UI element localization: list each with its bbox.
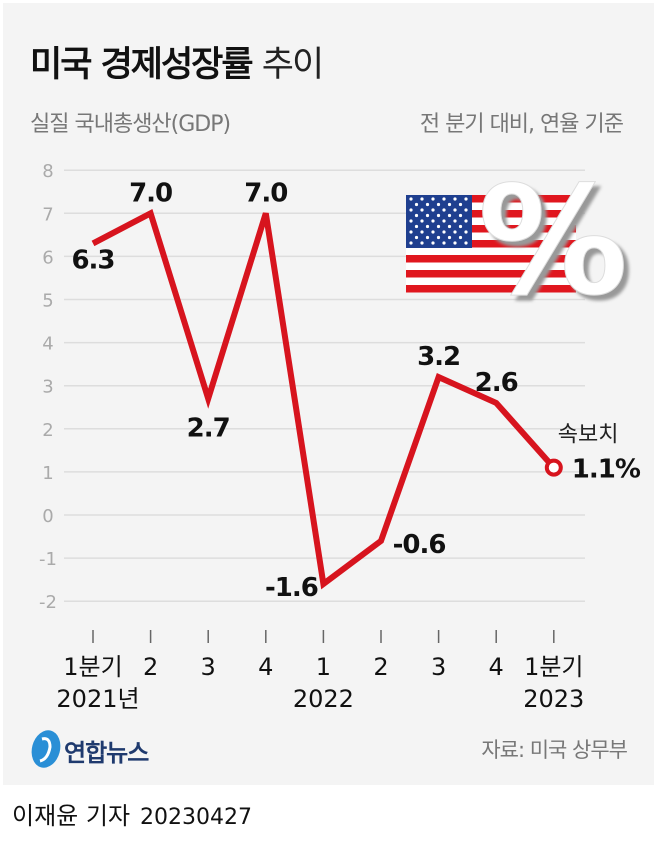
y-tick-label: 0 <box>42 506 53 527</box>
subtitle-left: 실질 국내총생산(GDP) <box>30 112 231 137</box>
x-tick-label: 4 <box>258 653 273 681</box>
year-label: 2023 <box>523 685 584 713</box>
year-label: 2021년 <box>56 685 139 713</box>
series-line <box>91 208 557 590</box>
publish-date: 20230427 <box>140 805 253 830</box>
last-point-marker <box>544 458 563 477</box>
subtitle-right: 전 분기 대비, 연율 기준 <box>419 112 624 137</box>
data-label: 1.1% <box>572 455 641 485</box>
y-tick-label: 2 <box>42 420 53 441</box>
y-tick-label: 7 <box>42 204 53 225</box>
y-tick-label: 8 <box>42 161 53 182</box>
data-label: 7.0 <box>244 178 287 208</box>
data-label: 3.2 <box>417 342 460 372</box>
x-tick-label: 1분기 <box>524 653 583 681</box>
year-label: 2022 <box>293 685 354 713</box>
us-flag-icon <box>406 195 576 293</box>
chart-panel <box>3 3 654 785</box>
x-tick-label: 2 <box>143 653 158 681</box>
data-label: 2.6 <box>475 368 518 398</box>
yonhap-logo-icon <box>31 730 61 768</box>
x-tick-label: 3 <box>201 653 216 681</box>
x-tick-label: 4 <box>489 653 504 681</box>
y-tick-label: 3 <box>42 377 53 398</box>
y-tick-label: 5 <box>42 291 53 312</box>
y-tick-label: 1 <box>42 463 53 484</box>
logo-text: 연합뉴스 <box>64 739 149 767</box>
y-tick-label: 6 <box>42 247 53 268</box>
data-label: -1.6 <box>265 573 318 603</box>
source-note: 자료: 미국 상무부 <box>481 738 628 762</box>
preliminary-annotation: 속보치 <box>558 423 619 448</box>
data-label: 7.0 <box>129 178 172 208</box>
y-tick-label: -1 <box>39 549 57 570</box>
y-tick-label: -2 <box>39 592 57 613</box>
x-tick-label: 1분기 <box>63 653 122 681</box>
x-tick-label: 1 <box>316 653 331 681</box>
chart-title: 미국 경제성장률 추이 <box>30 45 324 85</box>
data-label: 6.3 <box>71 245 114 275</box>
x-tick-label: 3 <box>431 653 446 681</box>
x-tick-label: 2 <box>373 653 388 681</box>
svg-text:%: % <box>478 155 628 329</box>
percent-sign-icon: % <box>477 155 628 330</box>
y-tick-label: 4 <box>42 334 53 355</box>
data-label: 2.7 <box>187 414 230 444</box>
byline: 이재윤 기자 20230427 <box>12 802 253 830</box>
data-label: -0.6 <box>393 530 446 560</box>
